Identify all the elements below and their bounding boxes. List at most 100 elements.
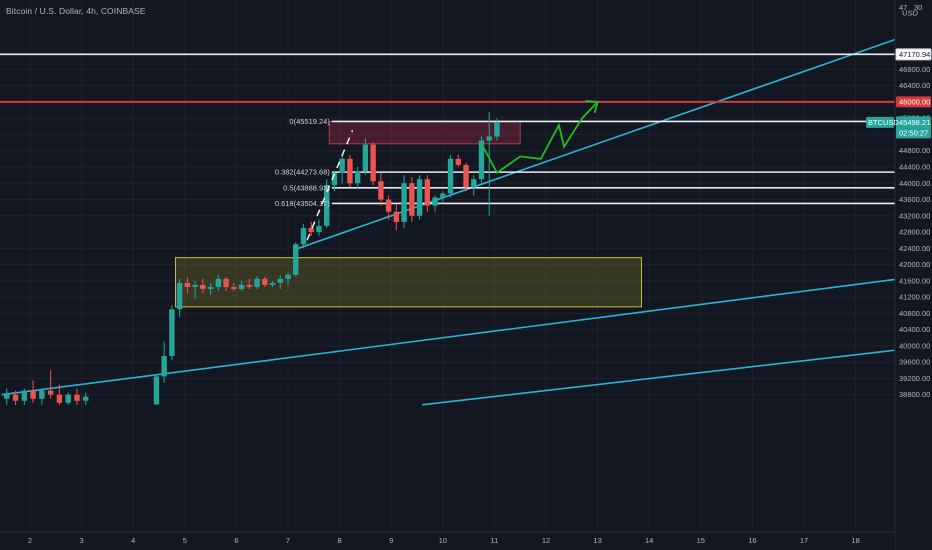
candle-body <box>339 158 345 174</box>
projection-layer <box>306 100 599 241</box>
candle-body <box>12 394 19 401</box>
horizontal-levels-layer <box>0 53 895 205</box>
candle-body <box>176 282 183 310</box>
badge-countdown: 02:50:27 <box>899 128 928 137</box>
badge-resistance-red: 46000.00 <box>899 98 930 107</box>
fib-label: 0.382(44273.68) <box>275 168 331 177</box>
date-tick: 11 <box>491 536 499 545</box>
candle-body <box>30 390 36 399</box>
candle-body <box>486 136 492 141</box>
fib-labels-layer: 0(45519.24) 0.382(44273.68) 0.5(43888.93) 0… <box>275 117 331 208</box>
candle-body <box>254 278 260 287</box>
candle-body <box>200 284 206 289</box>
projection-arrowhead <box>585 100 599 114</box>
candle-body <box>83 396 89 401</box>
trendlines-layer <box>1 38 898 406</box>
price-tick: 44000.00 <box>899 179 930 188</box>
badge-current-price: 45498.21 <box>899 118 930 127</box>
badge-resistance-high-bg <box>895 48 932 61</box>
candle-body <box>432 197 438 206</box>
candle-body <box>238 284 245 289</box>
trendline-3 <box>422 349 897 406</box>
currency-label: USD <box>902 9 918 18</box>
price-tick: 44400.00 <box>899 162 930 171</box>
candle-body <box>463 164 469 188</box>
candle-body <box>362 144 369 172</box>
candle-body <box>354 171 361 184</box>
candle-body <box>277 278 283 283</box>
candle-body <box>416 179 423 216</box>
date-tick: 4 <box>131 536 135 545</box>
price-tick: 43200.00 <box>899 211 930 220</box>
candle-body <box>192 284 198 287</box>
candle-body <box>223 278 229 287</box>
date-tick: 17 <box>800 536 808 545</box>
date-axis: 2 3 4 5 6 7 8 9 10 11 12 13 14 15 16 17 18 <box>28 536 860 545</box>
zones-layer <box>175 120 642 308</box>
badge-current-bg <box>896 116 931 139</box>
candle-body <box>409 183 415 216</box>
candle-body <box>478 140 485 180</box>
symbol-tag: BTCUSD <box>868 118 899 127</box>
candle-body <box>56 394 63 403</box>
price-tick: 40400.00 <box>899 325 930 334</box>
candle-body <box>207 286 214 289</box>
date-tick: 15 <box>697 536 705 545</box>
price-tick: 46800.00 <box>899 65 930 74</box>
price-tick: 44800.00 <box>899 146 930 155</box>
candle-body <box>4 394 10 399</box>
price-tick: 39200.00 <box>899 374 930 383</box>
price-tick: 42400.00 <box>899 244 930 253</box>
date-tick: 8 <box>338 536 342 545</box>
price-tick: 43600.00 <box>899 195 930 204</box>
price-tick: 41200.00 <box>899 293 930 302</box>
price-tick-partial: 47 <box>899 3 907 12</box>
date-tick: 5 <box>183 536 187 545</box>
date-tick: 14 <box>645 536 653 545</box>
candle-body <box>378 181 384 200</box>
candle-body <box>161 356 167 377</box>
price-tick: 41600.00 <box>899 276 930 285</box>
price-tick: 46400.00 <box>899 81 930 90</box>
fib-label: 0.5(43888.93) <box>283 183 330 192</box>
price-tick: 42000.00 <box>899 260 930 269</box>
candle-body <box>424 179 431 206</box>
date-tick: 13 <box>593 536 601 545</box>
candle-body <box>455 158 461 165</box>
date-axis-bg <box>0 532 895 550</box>
candle-body <box>246 284 252 287</box>
price-tick: 42800.00 <box>899 228 930 237</box>
candle-body <box>308 227 314 233</box>
candle-body <box>169 309 175 357</box>
candle-body <box>47 390 54 395</box>
price-tick: 40800.00 <box>899 309 930 318</box>
candle-body <box>293 244 299 275</box>
candle-body <box>316 225 322 233</box>
badge-resistance-red-bg <box>896 96 931 108</box>
candle-body <box>231 286 237 289</box>
candle-body <box>285 274 291 279</box>
fib-label: 0.618(43504.17) <box>275 199 331 208</box>
date-tick: 18 <box>851 536 859 545</box>
candle-body <box>401 183 407 222</box>
chart-title: Bitcoin / U.S. Dollar, 4h, COINBASE <box>6 6 146 16</box>
date-tick: 6 <box>234 536 238 545</box>
grid-lines <box>0 0 895 532</box>
candles-layer <box>4 112 500 405</box>
date-tick: 16 <box>748 536 756 545</box>
candle-body <box>447 158 454 194</box>
candle-body <box>385 199 392 212</box>
candle-body <box>331 173 338 186</box>
trendline-2 <box>1 278 897 396</box>
candle-body <box>347 158 353 184</box>
price-tick-fraction: 30 <box>914 3 922 12</box>
candle-body <box>324 185 330 226</box>
candle-body <box>153 376 160 405</box>
candle-body <box>269 282 276 285</box>
candle-body <box>471 179 477 188</box>
price-tick: 38800.00 <box>899 390 930 399</box>
candle-body <box>215 278 222 287</box>
